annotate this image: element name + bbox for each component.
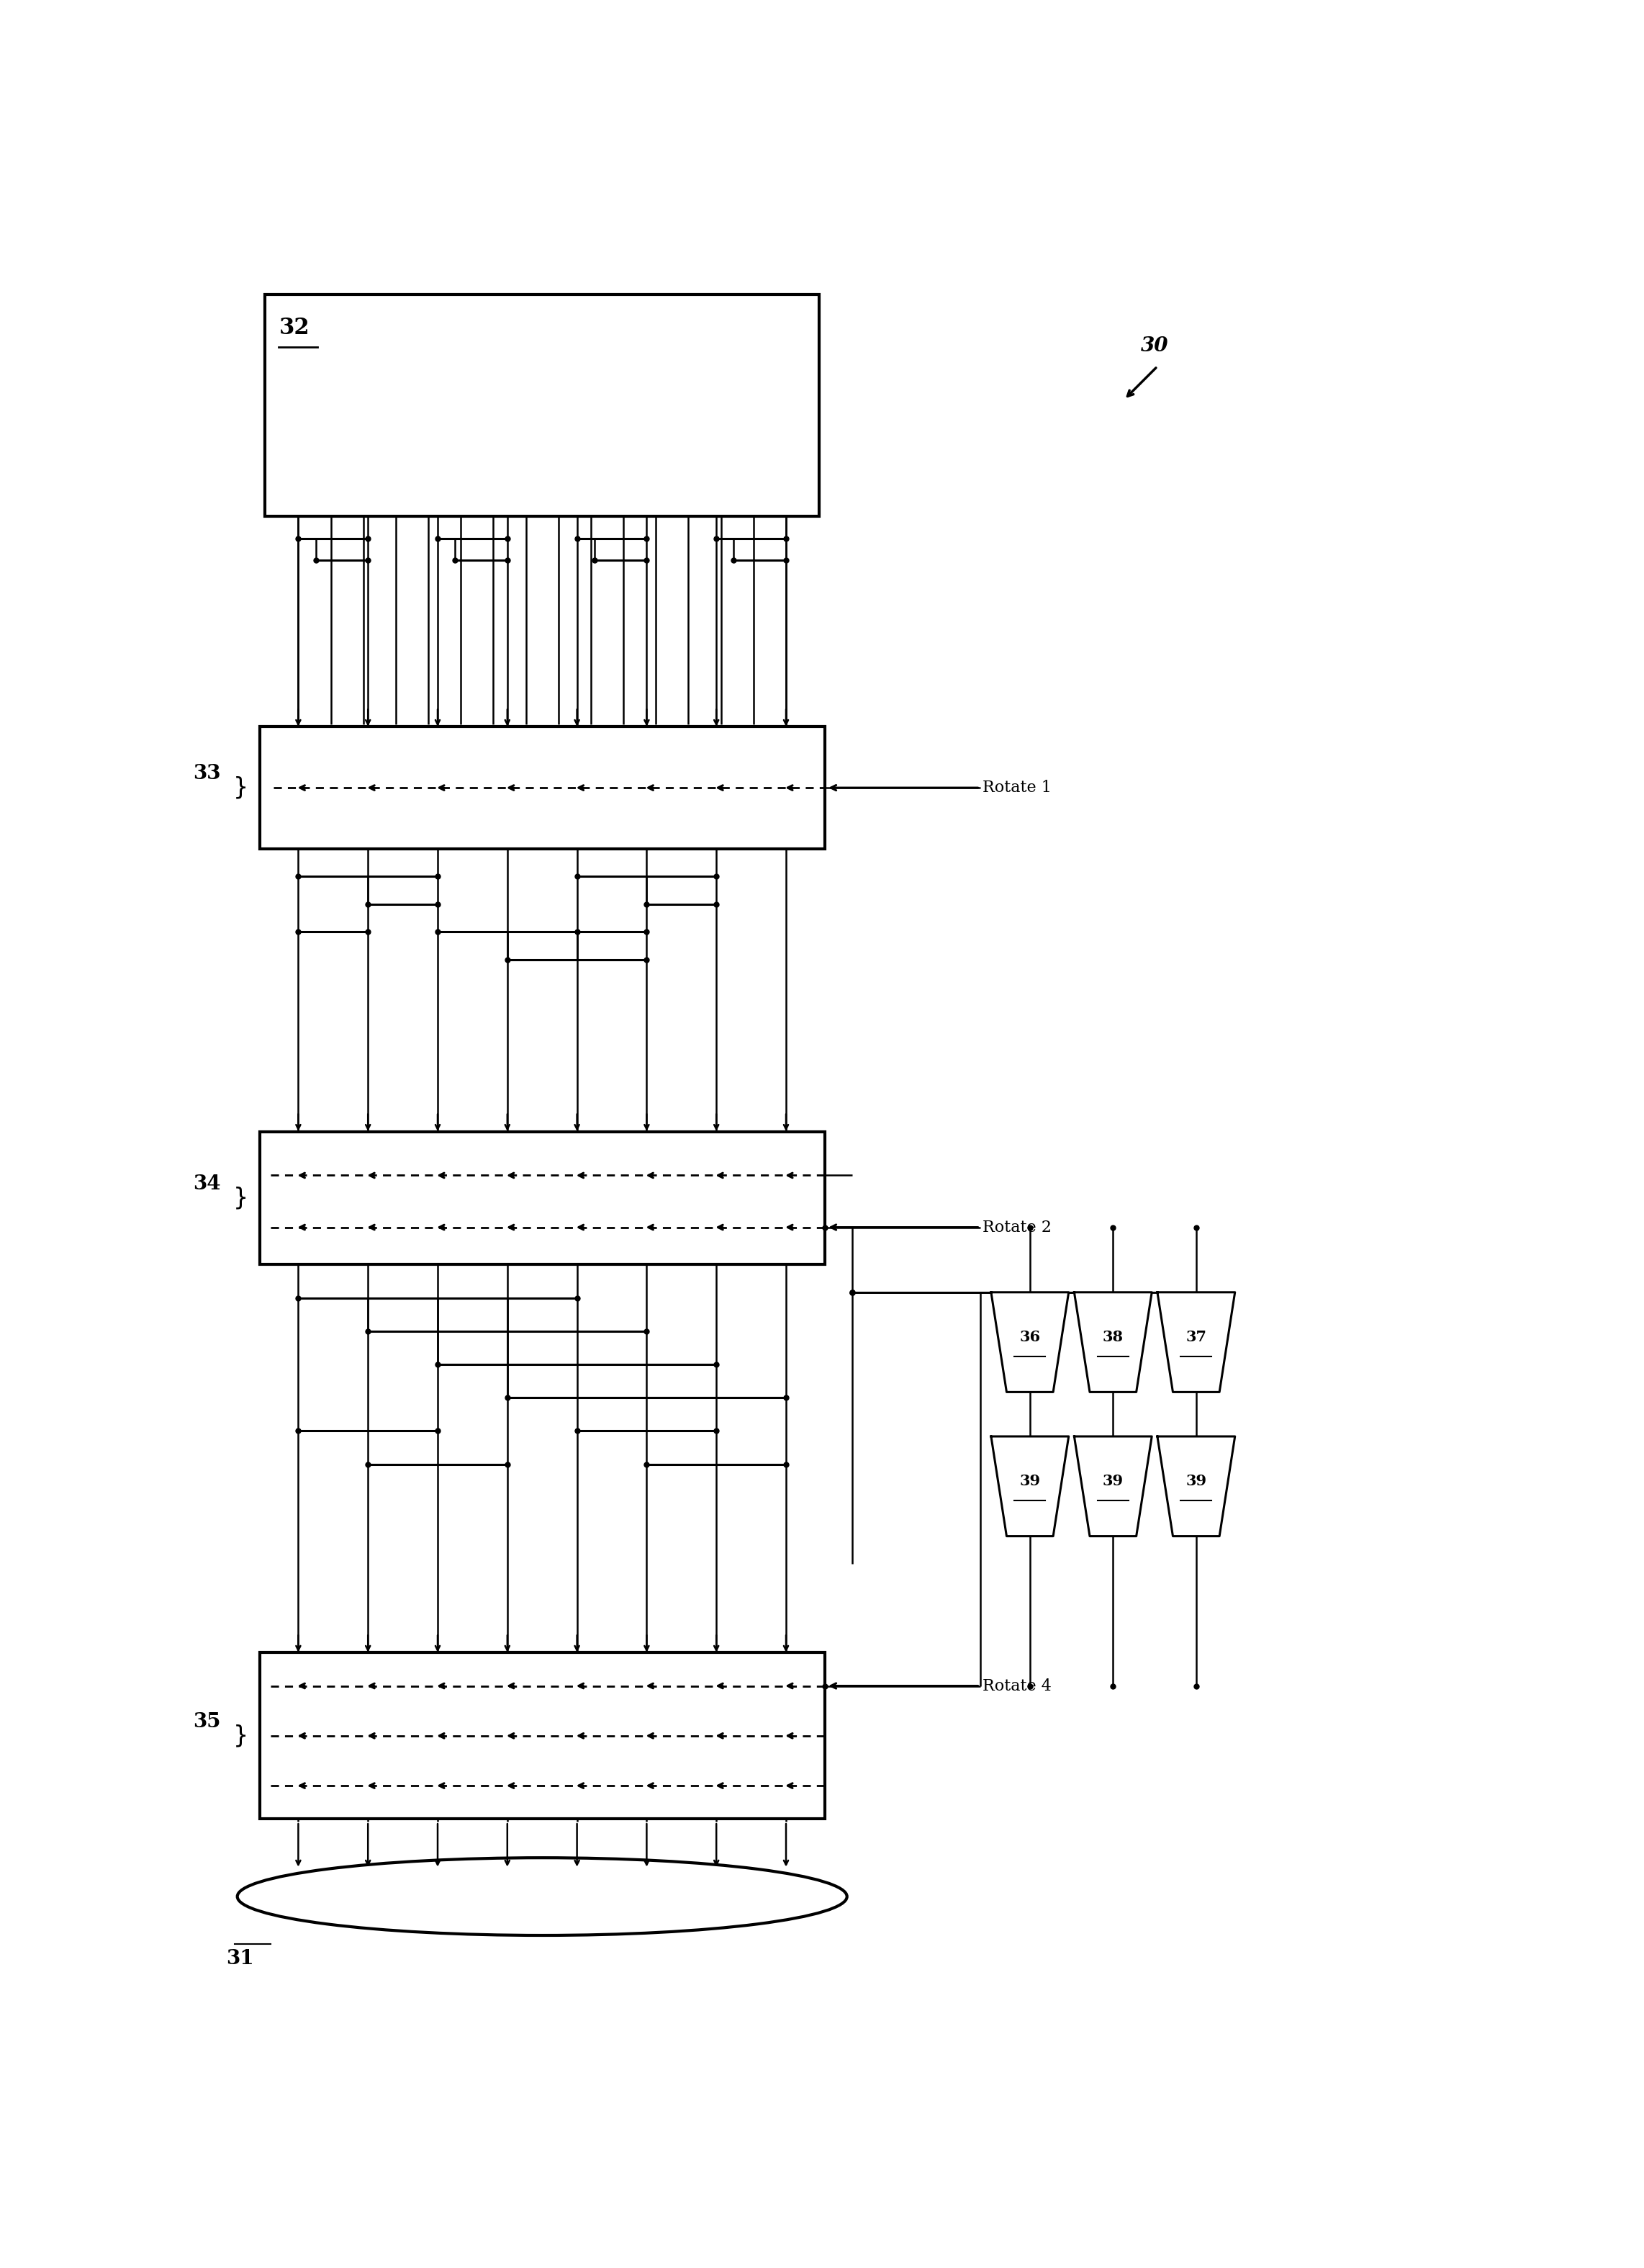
Text: Rotate 4: Rotate 4	[983, 1678, 1052, 1694]
Text: 33: 33	[192, 764, 220, 785]
Text: }: }	[233, 776, 248, 801]
Text: 35: 35	[192, 1712, 220, 1733]
Bar	[260, 1653, 825, 1819]
Text: 39: 39	[1103, 1474, 1123, 1488]
Text: }: }	[233, 1724, 248, 1749]
Text: 38: 38	[1103, 1329, 1123, 1345]
Text: 37: 37	[1185, 1329, 1207, 1345]
Polygon shape	[1157, 1293, 1235, 1393]
Polygon shape	[1074, 1436, 1152, 1535]
Text: 32: 32	[279, 318, 309, 338]
Text: 31: 31	[227, 1948, 255, 1969]
Ellipse shape	[237, 1857, 847, 1935]
Text: 39: 39	[1019, 1474, 1041, 1488]
Bar	[260, 726, 825, 848]
Text: }: }	[233, 1186, 248, 1209]
Bar	[260, 1132, 825, 1266]
Polygon shape	[991, 1436, 1069, 1535]
Polygon shape	[1157, 1436, 1235, 1535]
Text: Rotate 1: Rotate 1	[983, 780, 1052, 796]
Text: 36: 36	[1019, 1329, 1041, 1345]
Text: 39: 39	[1185, 1474, 1207, 1488]
Polygon shape	[1074, 1293, 1152, 1393]
Polygon shape	[991, 1293, 1069, 1393]
Bar	[265, 295, 819, 517]
Text: 30: 30	[1141, 336, 1169, 356]
Text: 34: 34	[192, 1175, 220, 1193]
Text: Rotate 2: Rotate 2	[983, 1220, 1052, 1236]
